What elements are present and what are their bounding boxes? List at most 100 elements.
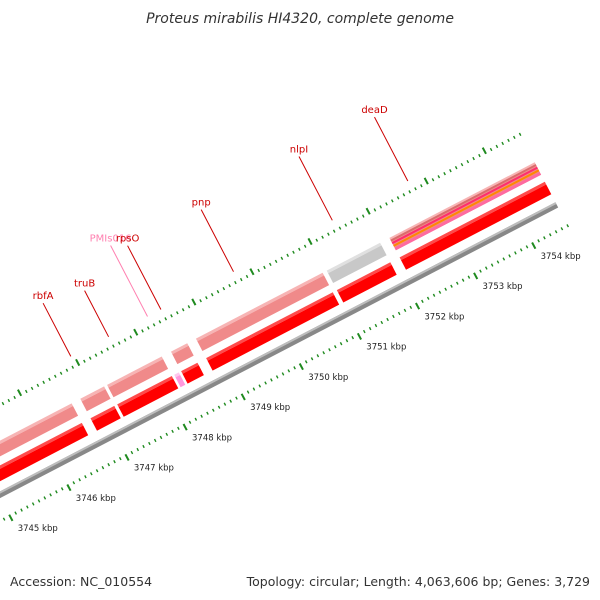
kbp-tick <box>101 465 105 470</box>
outer-tick <box>495 144 499 149</box>
outer-tick <box>170 314 173 318</box>
gene-rpsO-gene-face <box>172 345 194 365</box>
outer-tick <box>146 326 150 330</box>
gene-label-deaD: deaD <box>361 105 388 116</box>
outer-tick <box>94 353 98 357</box>
kbp-tick <box>252 387 256 391</box>
kbp-tick <box>188 420 192 424</box>
kbp-tick <box>450 284 453 288</box>
kbp-tick <box>304 360 308 364</box>
outer-tick <box>327 232 330 236</box>
outer-tick <box>13 395 16 400</box>
gene-infB-cds <box>0 422 89 482</box>
kbp-tick <box>554 230 558 234</box>
gene-rpsO-cds-top <box>181 362 199 374</box>
outer-tick <box>228 283 231 288</box>
kbp-tick <box>502 257 506 261</box>
gene-infB-gene-face <box>0 406 79 457</box>
outer-tick <box>501 141 505 146</box>
gene-PMIs016-cds-top <box>174 372 181 378</box>
outer-tick <box>365 207 371 215</box>
outer-tick <box>274 259 278 264</box>
kbp-tick <box>270 378 273 382</box>
outer-tick <box>307 237 313 246</box>
outer-tick <box>210 292 214 297</box>
kbp-tick <box>20 508 23 512</box>
kbp-tick <box>211 408 215 412</box>
kbp-tick <box>194 417 198 421</box>
outer-tick <box>133 328 139 336</box>
kbp-tick <box>397 311 401 316</box>
kbp-tick <box>356 332 362 340</box>
kbp-label: 3747 kbp <box>134 464 174 474</box>
kbp-tick <box>171 429 174 434</box>
kbp-tick <box>345 338 349 343</box>
kbp-label: 3754 kbp <box>541 252 581 262</box>
kbp-tick <box>374 323 378 328</box>
gene-pnp-cds <box>206 292 340 371</box>
kbp-tick <box>275 375 279 379</box>
outer-tick <box>396 196 400 200</box>
outer-tick <box>117 341 121 345</box>
gene-pnp-cds-top <box>206 292 335 361</box>
kbp-tick <box>403 308 407 313</box>
kbp-label: 3746 kbp <box>76 494 116 504</box>
outer-tick <box>390 199 394 203</box>
outer-tick <box>234 280 237 285</box>
outer-tick <box>129 335 133 339</box>
outer-tick <box>59 371 63 375</box>
gene-truB-gene <box>107 356 169 398</box>
outer-tick <box>75 358 81 367</box>
outer-tick <box>112 344 115 348</box>
kbp-tick <box>235 396 238 400</box>
outer-tick <box>460 162 464 167</box>
gene-deaD-cds-face <box>401 184 552 270</box>
kbp-tick <box>543 236 546 240</box>
outer-tick <box>268 262 272 267</box>
outer-tick <box>286 253 290 258</box>
gene-infB-gene <box>0 403 79 457</box>
outer-tick <box>65 368 69 372</box>
outer-tick <box>379 205 383 209</box>
gene-rbfA-gene <box>80 386 111 412</box>
gene-deaD-cds-top <box>399 181 547 261</box>
outer-tick <box>507 138 510 143</box>
outer-tick <box>466 159 470 164</box>
kbp-tick <box>362 329 366 334</box>
outer-tick <box>356 217 359 221</box>
gene-features <box>0 162 552 482</box>
gene-rbfA-cds <box>90 405 121 431</box>
gene-deaD-cds <box>399 181 552 270</box>
outer-tick <box>48 377 51 382</box>
gene-truB-gene-top <box>107 356 164 388</box>
kbp-tick <box>351 335 355 340</box>
outer-tick <box>53 374 57 378</box>
kbp-tick <box>386 317 389 322</box>
gene-pnp-gene-face <box>197 275 330 351</box>
outer-tick <box>449 168 452 173</box>
outer-tick <box>36 383 40 388</box>
gene-rpsO-gene-top <box>171 343 189 355</box>
gene-label-rbfA: rbfA <box>33 291 54 302</box>
outer-tick <box>17 389 23 397</box>
kbp-tick <box>548 233 552 237</box>
outer-tick <box>518 132 522 137</box>
outer-tick <box>141 329 144 333</box>
outer-tick <box>257 268 261 273</box>
gene-deaD-gene-top <box>389 162 537 241</box>
outer-tick <box>123 338 127 342</box>
kbp-label: 3752 kbp <box>424 312 464 322</box>
kbp-tick <box>240 393 246 401</box>
kbp-tick <box>37 499 41 503</box>
kbp-tick <box>444 287 448 291</box>
outer-tick <box>222 286 226 291</box>
outer-tick <box>71 365 75 369</box>
kbp-tick <box>177 426 180 431</box>
outer-tick <box>489 147 493 152</box>
gene-label-pnp: pnp <box>192 198 211 209</box>
kbp-tick <box>328 348 331 352</box>
outer-tick <box>205 296 208 300</box>
kbp-tick <box>223 402 227 406</box>
outer-tick <box>263 265 266 270</box>
outer-tick <box>245 274 249 279</box>
